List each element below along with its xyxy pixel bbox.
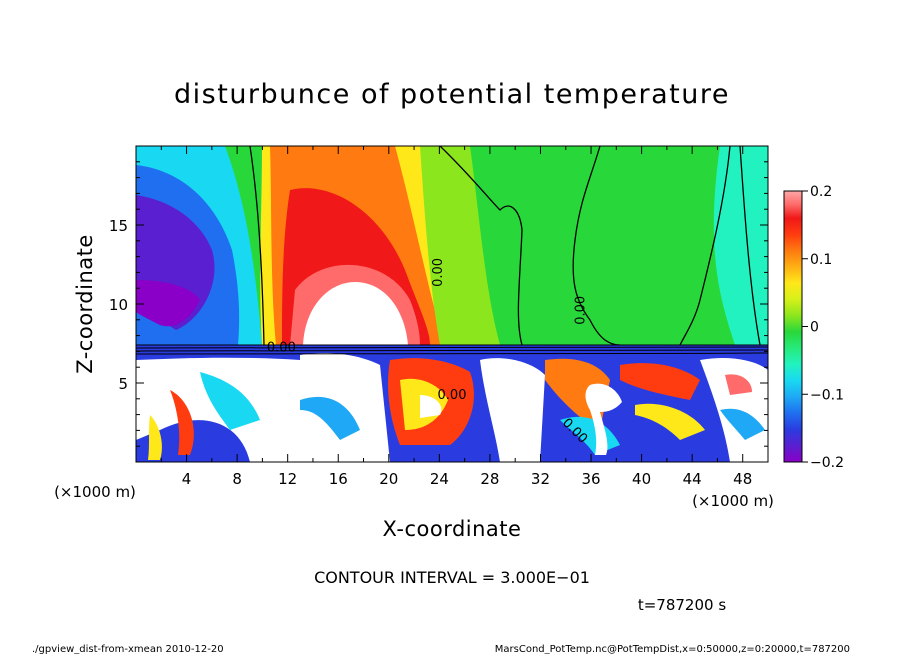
contour-lines	[249, 146, 761, 346]
cold-region-right	[713, 146, 768, 345]
contour-label: 0.00	[438, 388, 467, 403]
heatmap-field	[136, 146, 768, 462]
time-text: t=787200 s	[638, 596, 726, 614]
footer-right: MarsCond_PotTemp.nc@PotTempDist,x=0:5000…	[495, 644, 850, 654]
x-axis-title: X-coordinate	[383, 517, 522, 541]
y-axis: 5 10 15	[109, 145, 768, 463]
cold-region-left-min	[136, 280, 200, 327]
x-tick-label: 8	[232, 470, 242, 488]
x-tick-label: 16	[329, 470, 348, 488]
chart-title: disturbunce of potential temperature	[174, 79, 730, 110]
x-tick-label: 12	[278, 470, 297, 488]
lower-layer-structure	[136, 353, 768, 462]
x-tick-label: 24	[430, 470, 449, 488]
contour-label: 0.00	[267, 340, 296, 355]
transition-band	[420, 146, 500, 345]
x-tick-label: 32	[531, 470, 550, 488]
contour-label: 0.00	[574, 296, 589, 325]
footer-left: ./gpview_dist-from-xmean 2010-12-20	[32, 644, 224, 654]
colorbar	[783, 190, 803, 463]
x-tick-label: 48	[733, 470, 752, 488]
x-tick-label: 40	[632, 470, 651, 488]
colorbar-tick-label: 0.2	[810, 184, 832, 200]
x-unit-label-left: (×1000 m)	[54, 483, 136, 501]
x-unit-label-right: (×1000 m)	[692, 492, 774, 510]
x-tick-label: 20	[379, 470, 398, 488]
x-axis: 4 8 12 16 20 24 28 32 36 40 44 48	[135, 146, 769, 488]
colorbar-tick-label: −0.1	[810, 387, 844, 403]
y-tick-label: 5	[118, 375, 128, 393]
x-tick-label: 28	[480, 470, 499, 488]
y-axis-title: Z-coordinate	[73, 234, 97, 374]
warm-plume-saturated	[303, 282, 408, 345]
contour-label: 0.00	[431, 258, 446, 287]
y-tick-label: 15	[109, 217, 128, 235]
y-tick-label: 10	[109, 296, 128, 314]
contour-labels: 0.000.000.000.000.00	[267, 258, 590, 447]
colorbar-ticks: 0.2 0.1 0 −0.1 −0.2	[802, 184, 844, 471]
colorbar-tick-label: −0.2	[810, 455, 844, 471]
contour-interval-text: CONTOUR INTERVAL = 3.000E−01	[314, 568, 590, 587]
x-tick-label: 44	[683, 470, 702, 488]
colorbar-tick-label: 0.1	[810, 252, 832, 268]
x-tick-label: 4	[182, 470, 192, 488]
colorbar-tick-label: 0	[810, 320, 819, 336]
x-tick-label: 36	[581, 470, 600, 488]
